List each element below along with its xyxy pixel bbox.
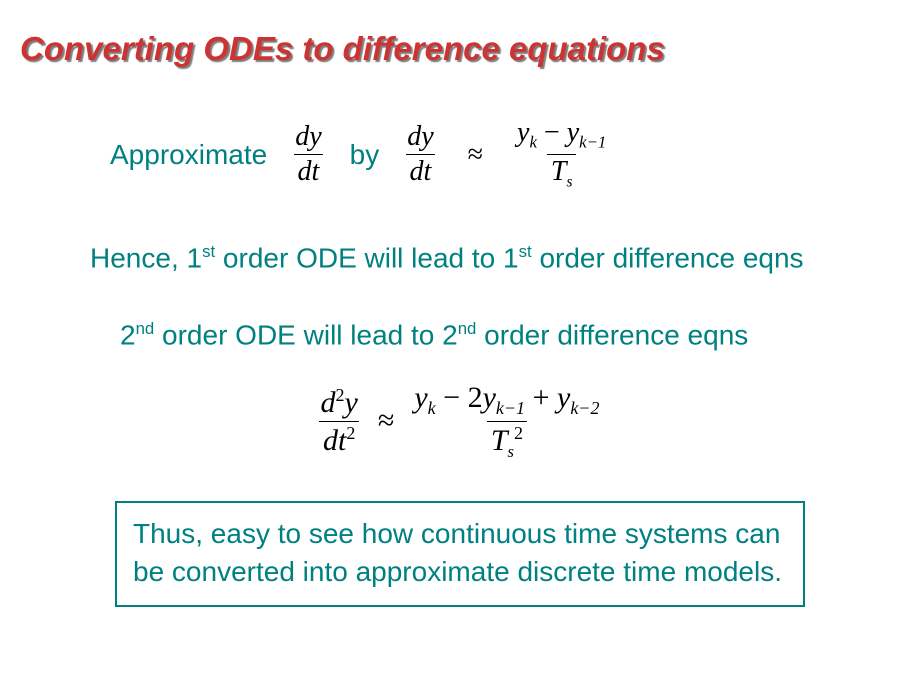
conclusion-line-1: Thus, easy to see how continuous time sy… — [133, 515, 787, 553]
first-order-text: Hence, 1st order ODE will lead to 1st or… — [90, 242, 900, 274]
conclusion-box: Thus, easy to see how continuous time sy… — [115, 501, 805, 607]
second-order-text: 2nd order ODE will lead to 2nd order dif… — [120, 319, 900, 351]
d2y-dt2-fraction: d2y dt2 — [317, 386, 362, 457]
slide-title: Converting ODEs to difference equations — [20, 30, 900, 68]
approximate-label: Approximate — [110, 139, 267, 171]
approx-symbol-2: ≈ — [372, 404, 400, 438]
dy-dt-fraction-1: dy dt — [291, 122, 325, 189]
slide: Converting ODEs to difference equations … — [0, 0, 920, 690]
second-order-equation: d2y dt2 ≈ yk − 2yk−1 + yk−2 Ts2 — [20, 381, 900, 461]
second-order-diff-fraction: yk − 2yk−1 + yk−2 Ts2 — [410, 381, 603, 461]
dy-dt-fraction-2: dy dt — [403, 122, 437, 189]
by-label: by — [350, 139, 380, 171]
first-order-diff-fraction: yk − yk−1 Ts — [513, 118, 610, 192]
conclusion-line-2: be converted into approximate discrete t… — [133, 553, 787, 591]
approximation-row: Approximate dy dt by dy dt ≈ yk − yk−1 T… — [110, 118, 900, 192]
approx-symbol: ≈ — [462, 139, 489, 171]
